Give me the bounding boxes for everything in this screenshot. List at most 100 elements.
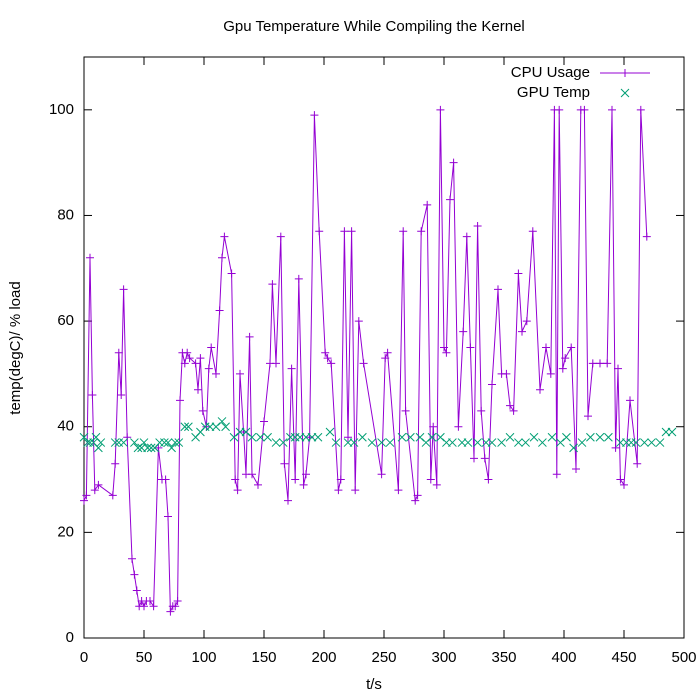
data-point: [236, 369, 244, 378]
data-point: [299, 480, 308, 489]
data-point: [155, 438, 164, 447]
data-point: [245, 332, 254, 341]
data-point: [626, 396, 634, 405]
data-point: [608, 105, 616, 114]
data-point: [331, 438, 341, 447]
data-point: [114, 348, 123, 357]
data-point: [397, 432, 407, 442]
data-point: [215, 306, 224, 315]
data-point: [287, 364, 296, 373]
data-point: [82, 491, 91, 500]
data-point: [336, 475, 345, 484]
data-point: [542, 343, 550, 352]
data-point: [655, 438, 665, 447]
data-point: [170, 438, 180, 447]
series: [80, 105, 651, 616]
data-point: [271, 438, 281, 447]
data-point: [521, 438, 530, 447]
data-point: [584, 412, 592, 421]
data-point: [111, 459, 120, 468]
data-point: [284, 496, 292, 505]
y-tick-label: 40: [57, 418, 74, 435]
data-point: [580, 105, 589, 114]
data-point: [484, 475, 493, 484]
data-point: [164, 512, 172, 521]
data-point: [383, 348, 392, 357]
x-tick-label: 400: [551, 649, 576, 666]
data-point: [473, 438, 482, 447]
y-tick-label: 0: [66, 629, 74, 646]
data-point: [204, 364, 213, 373]
data-point: [497, 438, 506, 447]
data-point: [611, 443, 620, 452]
data-point: [340, 227, 349, 236]
data-point: [227, 269, 236, 278]
data-point: [421, 438, 431, 447]
y-tick-label: 20: [57, 523, 74, 540]
data-point: [351, 486, 360, 495]
data-point: [321, 348, 330, 357]
data-point: [536, 385, 544, 394]
data-point: [123, 433, 132, 442]
data-point: [518, 327, 526, 336]
y-tick-label: 100: [49, 101, 74, 118]
data-point: [577, 438, 587, 447]
data-point: [449, 158, 458, 167]
legend-marker: [621, 69, 629, 77]
data-point: [96, 438, 106, 447]
data-point: [280, 459, 289, 468]
data-point: [423, 200, 432, 209]
data-point: [381, 354, 390, 363]
legend-label: CPU Usage: [511, 64, 590, 81]
data-point: [417, 227, 426, 236]
data-point: [603, 359, 612, 368]
data-point: [522, 317, 531, 326]
data-point: [86, 253, 94, 262]
data-point: [385, 438, 395, 447]
data-point: [596, 359, 604, 368]
data-point: [429, 422, 438, 431]
data-point: [377, 470, 386, 479]
data-point: [487, 438, 497, 447]
data-point: [614, 364, 622, 373]
data-point: [567, 343, 576, 352]
data-point: [647, 438, 656, 447]
data-point: [161, 475, 170, 484]
data-point: [313, 432, 323, 442]
data-point: [221, 422, 230, 432]
data-point: [640, 438, 649, 447]
data-point: [466, 343, 475, 352]
data-point: [196, 354, 205, 363]
data-point: [263, 432, 272, 442]
data-point: [90, 486, 99, 495]
data-point: [440, 343, 448, 352]
data-point: [241, 427, 251, 437]
data-point: [163, 438, 173, 447]
data-point: [529, 432, 539, 442]
data-point: [286, 432, 295, 442]
data-point: [462, 232, 471, 241]
data-point: [406, 432, 415, 442]
data-point: [502, 369, 511, 378]
x-tick-label: 150: [251, 649, 276, 666]
data-point: [117, 391, 126, 400]
data-point: [473, 222, 482, 231]
data-point: [528, 227, 537, 236]
data-point: [604, 432, 613, 442]
data-point: [454, 422, 463, 431]
data-point: [130, 438, 139, 447]
data-point: [448, 438, 457, 447]
data-point: [315, 227, 324, 236]
legend-label: GPU Temp: [517, 84, 590, 101]
data-point: [399, 227, 408, 236]
data-point: [167, 443, 176, 453]
data-point: [119, 438, 128, 447]
data-point: [247, 432, 257, 442]
data-point: [119, 285, 128, 294]
data-point: [436, 432, 445, 442]
data-point: [377, 438, 386, 447]
data-point: [212, 369, 220, 378]
data-point: [470, 454, 478, 463]
data-point: [401, 406, 410, 415]
